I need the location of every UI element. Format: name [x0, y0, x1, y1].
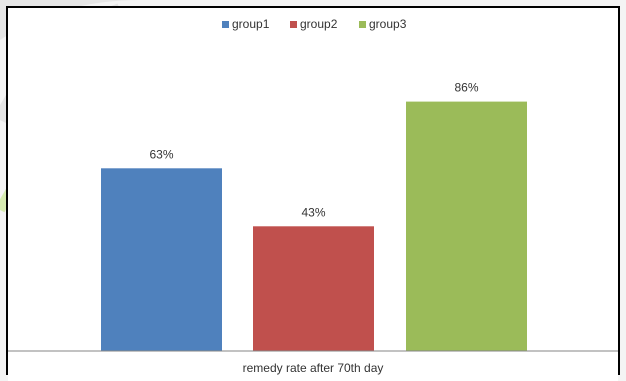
bar-group3: [406, 101, 527, 351]
bars: [101, 101, 527, 351]
legend: group1 group2 group3: [222, 17, 407, 31]
legend-item-group1: group1: [222, 17, 270, 31]
data-label-group1: 63%: [149, 147, 173, 161]
chart-frame: [6, 6, 620, 375]
legend-swatch-group2: [290, 21, 297, 28]
bar-group1: [101, 168, 222, 351]
legend-label-group3: group3: [369, 17, 407, 31]
data-label-group3: 86%: [454, 81, 478, 95]
legend-item-group2: group2: [290, 17, 338, 31]
legend-label-group1: group1: [232, 17, 270, 31]
bar-group2: [253, 226, 374, 351]
legend-swatch-group1: [222, 21, 229, 28]
legend-label-group2: group2: [300, 17, 338, 31]
legend-swatch-group3: [359, 21, 366, 28]
data-label-group2: 43%: [301, 205, 325, 219]
legend-item-group3: group3: [359, 17, 407, 31]
data-labels: 63% 43% 86%: [149, 81, 478, 220]
x-axis-category-label: remedy rate after 70th day: [243, 361, 384, 375]
